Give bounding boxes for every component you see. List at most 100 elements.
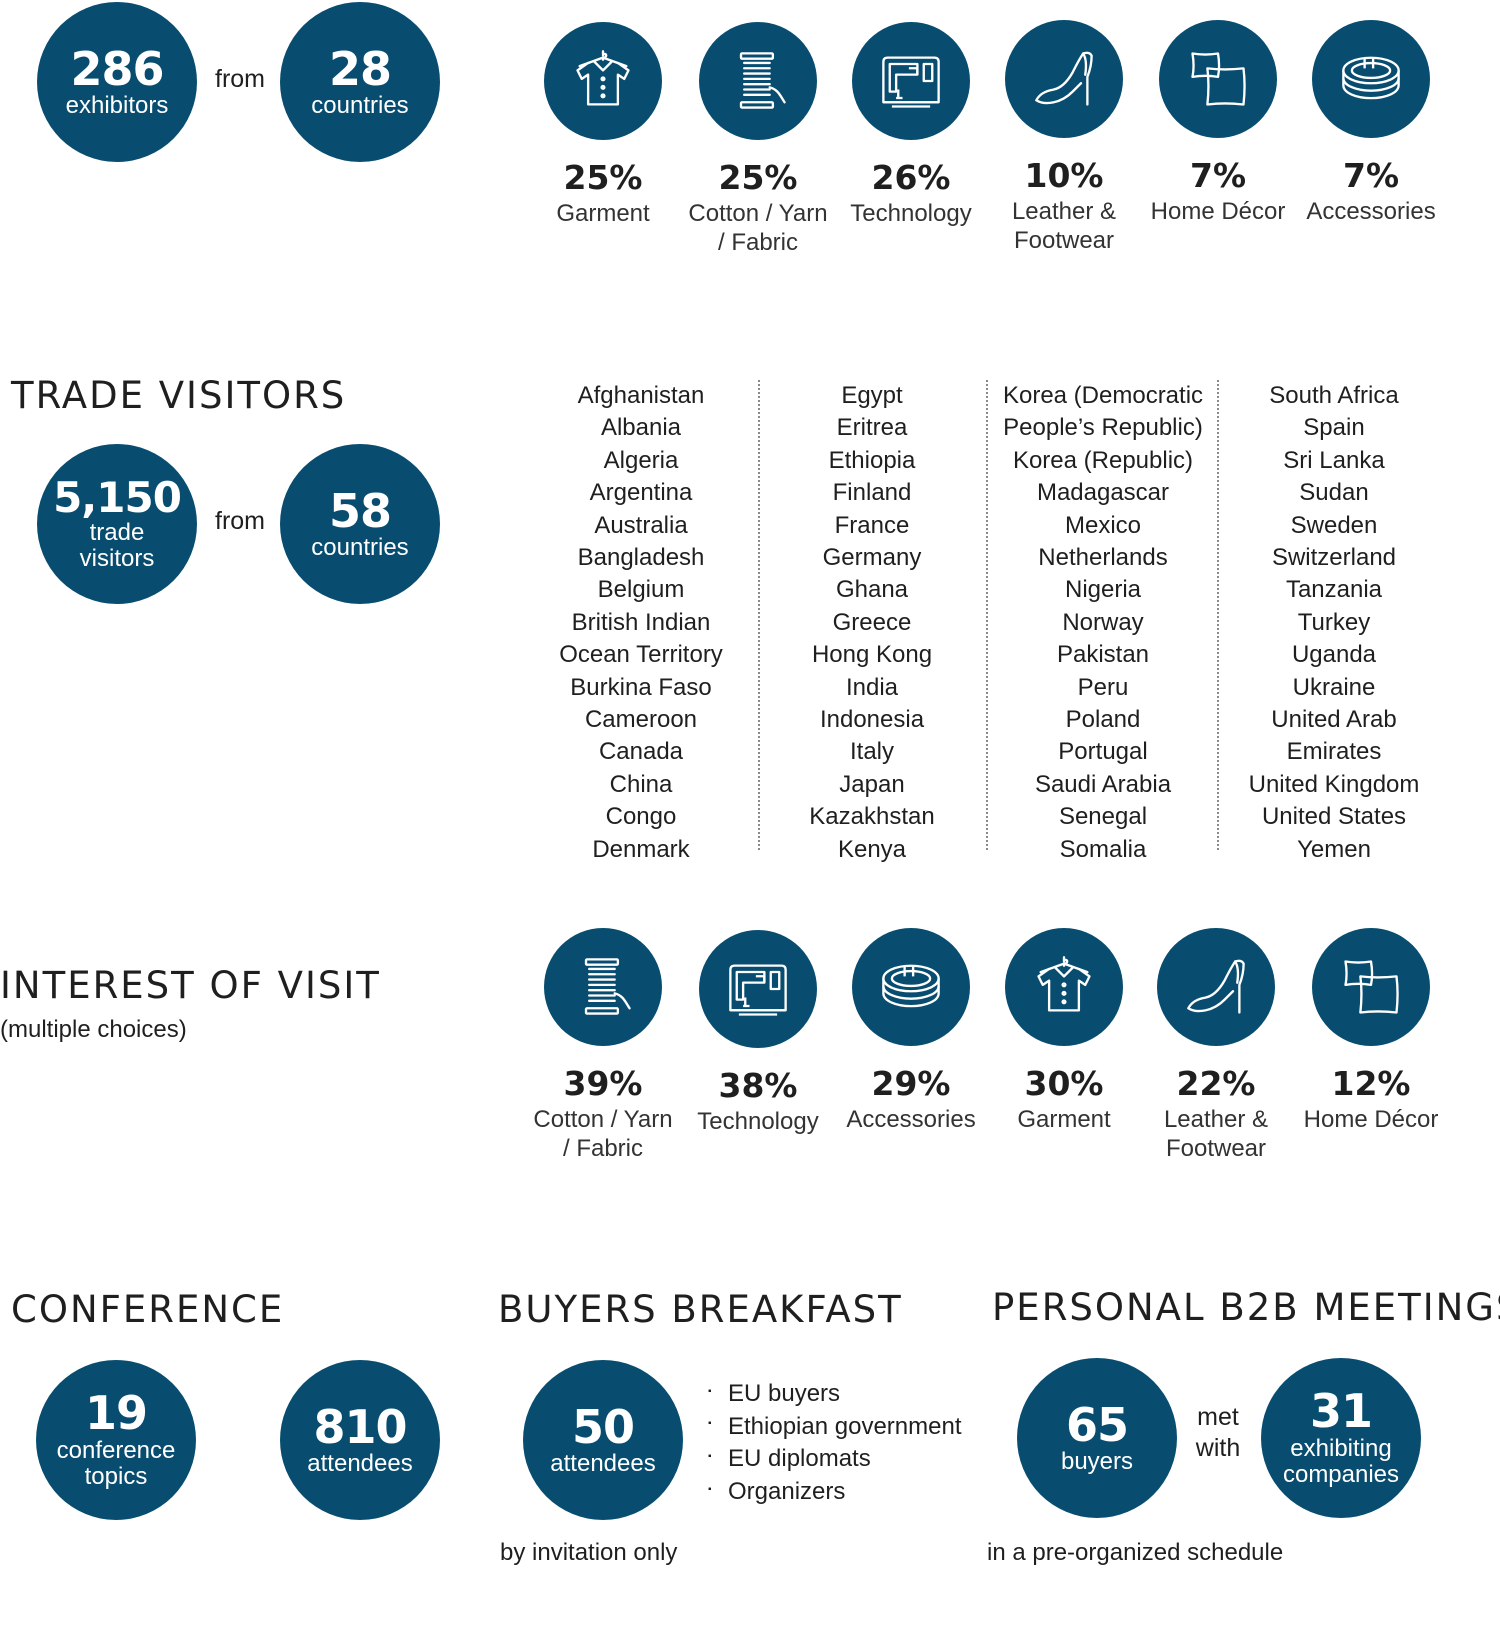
country-name: China <box>609 770 673 798</box>
category-percent: 22% <box>1176 1064 1256 1103</box>
category-percent: 7% <box>1189 156 1247 195</box>
country-name: Argentina <box>589 479 693 507</box>
category-label: Technology <box>697 1108 819 1136</box>
conference-heading: CONFERENCE <box>11 1288 285 1331</box>
country-name: Hong Kong <box>811 641 933 669</box>
country-name: Australia <box>594 511 688 539</box>
country-name: United Arab <box>1271 706 1397 734</box>
country-name: Peru <box>1077 673 1129 701</box>
exhibitors-countries: 28 <box>328 41 392 96</box>
sewing-machine-icon <box>852 22 970 140</box>
country-name: Tanzania <box>1285 576 1383 604</box>
visitors-from: from <box>215 507 265 535</box>
garment-icon <box>544 22 662 140</box>
conference-attendees-count: 810 <box>313 1399 407 1454</box>
category-label: Garment <box>1017 1106 1111 1134</box>
country-name: Burkina Faso <box>570 673 712 701</box>
country-name: Sri Lanka <box>1283 446 1385 474</box>
country-name: Ghana <box>835 576 909 604</box>
yarn-spool-icon <box>699 22 817 140</box>
conference-topics-count: 19 <box>84 1386 148 1441</box>
exhibitors-from: from <box>215 65 265 93</box>
category-label: Accessories <box>1306 198 1436 226</box>
category-percent: 25% <box>718 158 798 197</box>
trade-visitors-heading: TRADE VISITORS <box>11 374 347 417</box>
country-name: Somalia <box>1059 835 1147 863</box>
category-label: Leather & Footwear <box>1011 198 1117 255</box>
category-label: Home Décor <box>1150 198 1286 226</box>
category-percent: 30% <box>1024 1064 1104 1103</box>
country-name: Japan <box>839 770 905 798</box>
country-name: Uganda <box>1291 641 1377 669</box>
country-list-column-1: Afghanistan Albania Algeria Argentina Austra… <box>525 380 757 866</box>
category-label: Home Décor <box>1303 1106 1439 1134</box>
garment-icon <box>1005 928 1123 1046</box>
country-name: Senegal <box>1058 803 1148 831</box>
b2b-connector: met with <box>1182 1402 1254 1465</box>
b2b-connector-line2: with <box>1195 1434 1241 1463</box>
conference-attendees-circle: 810 attendees <box>280 1360 440 1520</box>
exhibitor-category-garment: 25% Garment <box>528 22 678 229</box>
country-name: Sudan <box>1299 479 1369 507</box>
breakfast-heading: BUYERS BREAKFAST <box>498 1288 903 1331</box>
country-name: United Kingdom <box>1248 770 1420 798</box>
list-item: EU buyers <box>708 1378 961 1411</box>
country-list-column-3: Korea (Democratic People’s Republic) Korea… <box>987 380 1219 866</box>
country-list-column-4: South Africa Spain Sri Lanka Sudan Sweden Swi… <box>1218 380 1450 866</box>
b2b-buyers-label: buyers <box>1060 1447 1134 1475</box>
interest-category-accessories: 29% Accessories <box>836 928 986 1135</box>
visitors-countries-circle: 58 countries <box>280 444 440 604</box>
visitors-countries-label: countries <box>311 533 409 561</box>
interest-category-home-decor: 12% Home Décor <box>1296 928 1446 1135</box>
country-name: Eritrea <box>836 414 908 442</box>
country-name: Switzerland <box>1271 544 1397 572</box>
category-label: Garment <box>556 200 650 228</box>
interest-subheading: (multiple choices) <box>0 1016 187 1043</box>
breakfast-attendees-count: 50 <box>571 1399 635 1454</box>
bracelet-icon <box>1312 20 1430 138</box>
exhibitor-category-technology: 26% Technology <box>836 22 986 229</box>
country-name: Pakistan <box>1056 641 1150 669</box>
country-name: Germany <box>822 544 922 572</box>
country-name: Turkey <box>1297 608 1371 636</box>
high-heel-icon <box>1157 928 1275 1046</box>
b2b-connector-line1: met <box>1197 1403 1239 1431</box>
country-name: Sweden <box>1290 511 1378 539</box>
country-name: Portugal <box>1058 738 1148 766</box>
country-name: Indonesia <box>819 706 925 734</box>
interest-category-cotton: 39% Cotton / Yarn / Fabric <box>528 928 678 1164</box>
country-name: Norway <box>1062 608 1144 636</box>
country-name: Kenya <box>837 835 907 863</box>
exhibitors-count: 286 <box>70 41 164 96</box>
exhibitors-countries-label: countries <box>311 91 409 119</box>
cushion-icon <box>1159 20 1277 138</box>
breakfast-groups-list: EU buyers Ethiopian government EU diplom… <box>708 1378 961 1509</box>
column-divider <box>758 380 760 850</box>
exhibitor-category-cotton: 25% Cotton / Yarn / Fabric <box>683 22 833 258</box>
category-percent: 38% <box>718 1066 798 1105</box>
country-name: Denmark <box>592 835 690 863</box>
visitors-label-line1: trade <box>89 518 145 546</box>
country-name: Ethiopia <box>828 446 916 474</box>
country-name: Canada <box>598 738 684 766</box>
country-name: Ukraine <box>1292 673 1376 701</box>
country-name: Yemen <box>1297 835 1371 863</box>
b2b-companies-circle: 31 exhibiting companies <box>1261 1358 1421 1518</box>
country-name: Saudi Arabia <box>1034 770 1172 798</box>
country-name: France <box>834 511 910 539</box>
category-percent: 12% <box>1331 1064 1411 1103</box>
visitors-countries: 58 <box>328 483 392 538</box>
country-name: Afghanistan <box>577 382 705 409</box>
breakfast-attendees-label: attendees <box>550 1449 656 1477</box>
breakfast-note: by invitation only <box>500 1539 678 1566</box>
yarn-spool-icon <box>544 928 662 1046</box>
exhibitor-category-home-decor: 7% Home Décor <box>1143 20 1293 227</box>
breakfast-attendees-circle: 50 attendees <box>523 1360 683 1520</box>
country-name: Italy <box>849 738 894 766</box>
category-percent: 10% <box>1024 156 1104 195</box>
list-item: EU diplomats <box>708 1443 961 1476</box>
country-name: Emirates <box>1286 738 1382 766</box>
column-divider <box>1217 380 1219 850</box>
country-name: Congo <box>605 803 677 831</box>
visitors-label-line2: visitors <box>79 545 155 573</box>
